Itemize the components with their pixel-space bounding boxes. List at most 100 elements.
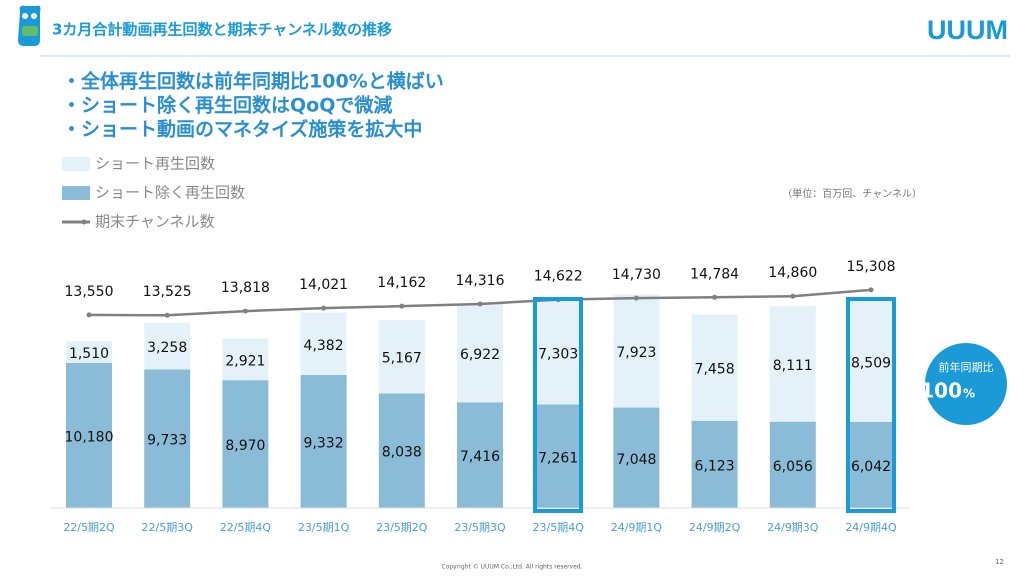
x-tick-label: 24/9期1Q	[611, 521, 663, 534]
bar-segment	[457, 402, 503, 508]
line-value-label: 14,860	[768, 265, 817, 281]
bar-segment	[457, 303, 503, 403]
line-point	[868, 287, 874, 293]
bar-value-label: 8,038	[382, 445, 422, 461]
page-number: 12	[995, 558, 1004, 566]
line-value-label: 13,818	[221, 280, 270, 296]
legend-swatch	[81, 219, 87, 225]
bar-value-label: 6,123	[695, 458, 735, 474]
line-point	[399, 303, 405, 309]
line-value-label: 14,162	[377, 275, 426, 291]
bar-value-label: 7,261	[538, 450, 578, 466]
bar-segment	[66, 362, 112, 508]
bar-value-label: 2,921	[225, 353, 265, 369]
bar-value-label: 8,111	[773, 358, 813, 374]
line-value-label: 13,525	[143, 284, 192, 300]
x-tick-label: 22/5期3Q	[142, 521, 194, 534]
legend-label: ショート再生回数	[95, 155, 215, 173]
bullet: ・全体再生回数は前年同期比100%と横ばい	[62, 70, 444, 93]
line-value-label: 13,550	[65, 284, 114, 300]
bar-segment	[535, 404, 582, 508]
line-point	[321, 305, 327, 311]
bar-segment	[222, 380, 269, 508]
legend-label: ショート除く再生回数	[95, 184, 245, 202]
slide-title: 3カ月合計動画再生回数と期末チャンネル数の推移	[52, 21, 392, 39]
line-value-label: 14,622	[534, 269, 583, 285]
line-value-label: 15,308	[847, 259, 896, 275]
bar-segment	[300, 375, 347, 508]
plot: 10,180 1,510 22/5期2Q 9,733 3,258 22/5期3Q 8,970…	[50, 259, 910, 534]
bar-segment	[848, 421, 894, 508]
bar-segment	[378, 393, 425, 508]
bar-segment	[144, 322, 191, 370]
bar-segment	[613, 407, 660, 508]
bar-segment	[66, 341, 112, 363]
x-tick-label: 22/5期4Q	[220, 521, 272, 534]
bar-value-label: 10,180	[65, 429, 114, 445]
line-point	[633, 295, 639, 301]
bar-segment	[769, 306, 816, 422]
line-value-label: 14,730	[612, 267, 661, 283]
bar-segment	[144, 369, 191, 508]
line-point	[477, 301, 483, 307]
line-point	[86, 312, 92, 318]
bar-value-label: 7,048	[616, 452, 656, 468]
legend-swatch	[62, 157, 90, 171]
x-tick-label: 22/5期2Q	[63, 521, 115, 534]
unit-note: （単位：百万回、チャンネル）	[782, 187, 922, 200]
bar-segment	[300, 312, 347, 376]
bar-value-label: 6,922	[460, 347, 500, 363]
badge-unit: %	[963, 387, 975, 401]
legend-label: 期末チャンネル数	[95, 213, 215, 231]
bar-value-label: 8,970	[225, 438, 265, 454]
bullet: ・ショート除く再生回数はQoQで微減	[62, 94, 392, 117]
x-tick-label: 24/9期2Q	[689, 521, 741, 534]
logo: UUUM	[927, 15, 1008, 45]
x-tick-label: 23/5期4Q	[533, 521, 585, 534]
bar-value-label: 6,056	[773, 459, 813, 475]
bar-value-label: 7,458	[695, 362, 735, 378]
bar-segment	[691, 314, 738, 421]
bar-value-label: 3,258	[147, 340, 187, 356]
line-point	[712, 294, 718, 300]
bar-value-label: 8,509	[851, 355, 891, 371]
bar-segment	[378, 319, 425, 394]
x-tick-label: 24/9期3Q	[767, 521, 819, 534]
line-value-label: 14,021	[299, 277, 348, 293]
x-tick-label: 23/5期1Q	[298, 521, 350, 534]
highlight-box	[846, 297, 896, 513]
bar-value-label: 9,733	[147, 433, 187, 449]
line-point	[790, 293, 796, 299]
bar-segment	[222, 338, 269, 381]
badge	[925, 343, 1007, 425]
x-tick-label: 23/5期2Q	[376, 521, 428, 534]
line-value-label: 14,784	[690, 266, 739, 282]
bar-value-label: 1,510	[69, 346, 109, 362]
bar-segment	[848, 300, 894, 422]
bar-value-label: 9,332	[304, 436, 344, 452]
bar-value-label: 4,382	[304, 338, 344, 354]
bar-segment	[691, 420, 738, 508]
bar-value-label: 7,923	[616, 345, 656, 361]
line-point	[164, 312, 170, 318]
bar-value-label: 7,416	[460, 449, 500, 465]
bar-value-label: 6,042	[851, 459, 891, 475]
line-point	[242, 308, 248, 314]
x-tick-label: 23/5期3Q	[454, 521, 506, 534]
bar-segment	[613, 294, 660, 408]
bullet: ・ショート動画のマネタイズ施策を拡大中	[62, 118, 422, 141]
badge-value: 100	[920, 379, 962, 403]
badge-label: 前年同期比	[939, 360, 994, 374]
line-value-label: 14,316	[456, 273, 505, 289]
copyright: Copyright © UUUM Co.,Ltd. All rights res…	[441, 564, 582, 571]
bar-segment	[769, 421, 816, 508]
bar-segment	[535, 300, 582, 405]
bar-value-label: 7,303	[538, 346, 578, 362]
x-tick-label: 24/9期4Q	[845, 521, 897, 534]
highlight-box	[533, 297, 583, 513]
legend-swatch	[62, 186, 90, 200]
mascot	[18, 5, 41, 47]
bar-value-label: 5,167	[382, 351, 422, 367]
